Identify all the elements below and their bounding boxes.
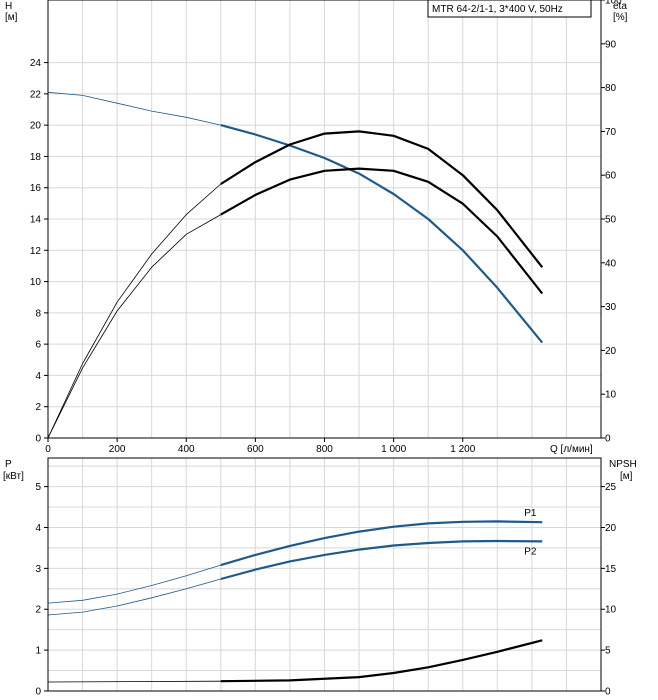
x-axis-label: Q [л/мин] <box>550 444 593 455</box>
y-tick-label: 6 <box>35 340 41 351</box>
y-right-tick-label: 60 <box>605 171 617 182</box>
y-tick-label: 20 <box>30 121 42 132</box>
bottom-right-axis-unit: [м] <box>620 471 633 482</box>
x-tick-label: 1 000 <box>381 444 406 455</box>
bottom-left-axis-unit: [кВт] <box>3 471 24 482</box>
y-right-tick-label: 90 <box>605 39 617 50</box>
axes-layer <box>44 0 605 692</box>
y-right-tick-label: 5 <box>605 646 611 657</box>
series-line-operating <box>220 520 543 567</box>
y-tick-label: 1 <box>35 646 41 657</box>
y-tick-label: 18 <box>30 152 42 163</box>
series-line-operating <box>220 130 544 268</box>
y-right-tick-label: 100 <box>605 0 622 7</box>
y-tick-label: 12 <box>30 246 42 257</box>
x-tick-label: 200 <box>109 444 126 455</box>
y-right-tick-label: 70 <box>605 127 617 138</box>
y-tick-label: 10 <box>30 277 42 288</box>
y-tick-label: 8 <box>35 308 41 319</box>
y-right-tick-label: 30 <box>605 302 617 313</box>
text-layer: H [м] eta [%] P [кВт] NPSH [м] Q [л/мин]… <box>3 0 637 698</box>
y-right-tick-label: 50 <box>605 215 617 226</box>
x-tick-label: 800 <box>316 444 333 455</box>
y-right-tick-label: 80 <box>605 83 617 94</box>
y-tick-label: 4 <box>35 523 41 534</box>
series-line-thin <box>47 521 543 604</box>
y-tick-label: 16 <box>30 183 42 194</box>
y-tick-label: 22 <box>30 89 42 100</box>
y-tick-label: 2 <box>35 402 41 413</box>
y-tick-label: 4 <box>35 371 41 382</box>
y-tick-label: 3 <box>35 564 41 575</box>
chart-title: MTR 64-2/1-1, 3*400 V, 50Hz <box>432 4 563 15</box>
series-line-operating <box>220 124 544 344</box>
top-left-axis-unit: [м] <box>5 12 18 23</box>
y-tick-label: 0 <box>35 434 41 445</box>
top-left-axis-label: H <box>5 1 12 12</box>
series-line-thin <box>47 540 543 616</box>
series-name-label: P1 <box>524 508 537 519</box>
series-line-operating <box>220 639 543 683</box>
y-right-tick-label: 15 <box>605 564 617 575</box>
y-right-tick-label: 0 <box>605 687 611 698</box>
y-tick-label: 5 <box>35 482 41 493</box>
y-tick-label: 24 <box>30 58 42 69</box>
x-tick-label: 400 <box>178 444 195 455</box>
y-right-tick-label: 10 <box>605 605 617 616</box>
y-right-tick-label: 40 <box>605 258 617 269</box>
series-line-operating <box>220 167 544 295</box>
y-right-tick-label: 20 <box>605 523 617 534</box>
x-tick-label: 1 200 <box>450 444 475 455</box>
bottom-left-axis-label: P <box>5 459 12 470</box>
y-right-tick-label: 20 <box>605 346 617 357</box>
y-right-tick-label: 10 <box>605 390 617 401</box>
x-tick-label: 600 <box>247 444 264 455</box>
top-right-axis-unit: [%] <box>613 12 628 23</box>
title-box <box>427 0 592 18</box>
y-tick-label: 0 <box>35 687 41 698</box>
y-right-tick-label: 0 <box>605 434 611 445</box>
bottom-right-axis-label: NPSH <box>609 459 637 470</box>
y-right-tick-label: 25 <box>605 482 617 493</box>
plot-frame <box>47 457 602 692</box>
grid-layer <box>48 0 601 692</box>
y-tick-label: 14 <box>30 215 42 226</box>
curves-layer <box>47 91 544 683</box>
y-tick-label: 2 <box>35 605 41 616</box>
x-tick-label: 0 <box>45 444 51 455</box>
top-right-axis-label: eta <box>613 1 627 12</box>
series-line-operating <box>220 539 543 581</box>
series-line-thin <box>47 639 543 683</box>
series-name-label: P2 <box>524 546 537 557</box>
